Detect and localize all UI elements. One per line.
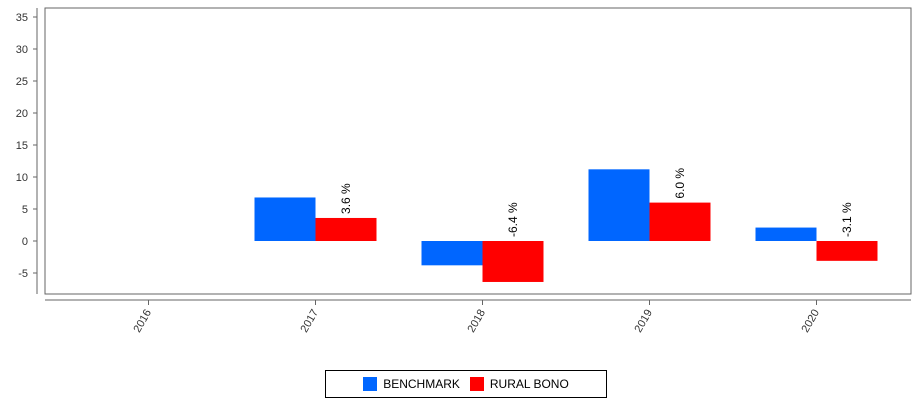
legend-item-benchmark: BENCHMARK xyxy=(363,377,460,391)
legend-item-rural-bono: RURAL BONO xyxy=(469,377,569,391)
data-label: 3.6 % xyxy=(339,183,353,214)
y-tick-label: 25 xyxy=(16,76,28,88)
bar-rural-bono-2019 xyxy=(649,202,711,241)
y-tick-label: 20 xyxy=(16,108,28,120)
x-tick-label: 2018 xyxy=(465,308,488,335)
x-tick-label: 2016 xyxy=(131,308,154,335)
bar-chart: -5 0 5 10 15 20 25 30 35 2016 2017 2018 2019 2020 3.6… xyxy=(16,7,912,335)
legend-swatch-rural-bono xyxy=(469,377,484,391)
bar-rural-bono-2017 xyxy=(315,217,377,241)
y-tick-label: 0 xyxy=(22,236,28,248)
bar-rural-bono-2020 xyxy=(816,241,878,261)
legend-label-benchmark: BENCHMARK xyxy=(383,377,460,391)
bar-benchmark-2017 xyxy=(254,197,316,241)
plot-frame xyxy=(44,7,912,295)
data-label: -6.4 % xyxy=(506,202,520,237)
bar-benchmark-2020 xyxy=(755,227,817,241)
x-tick-label: 2017 xyxy=(298,308,321,335)
y-tick-label: 30 xyxy=(16,44,28,56)
y-tick-label: 15 xyxy=(16,140,28,152)
legend-swatch-benchmark xyxy=(363,377,378,391)
data-label: 6.0 % xyxy=(673,168,687,199)
y-tick-label: 10 xyxy=(16,172,28,184)
bar-rural-bono-2018 xyxy=(482,241,544,282)
bar-benchmark-2019 xyxy=(588,169,650,241)
x-tick-label: 2020 xyxy=(799,308,822,335)
y-tick-label: 35 xyxy=(16,12,28,24)
x-tick-label: 2019 xyxy=(632,308,655,335)
y-tick-label: 5 xyxy=(22,204,28,216)
y-tick-label: -5 xyxy=(18,268,28,280)
legend-label-rural-bono: RURAL BONO xyxy=(489,377,569,391)
bar-benchmark-2018 xyxy=(421,241,483,266)
chart-legend: BENCHMARK RURAL BONO xyxy=(325,370,607,398)
data-label: -3.1 % xyxy=(840,202,854,237)
